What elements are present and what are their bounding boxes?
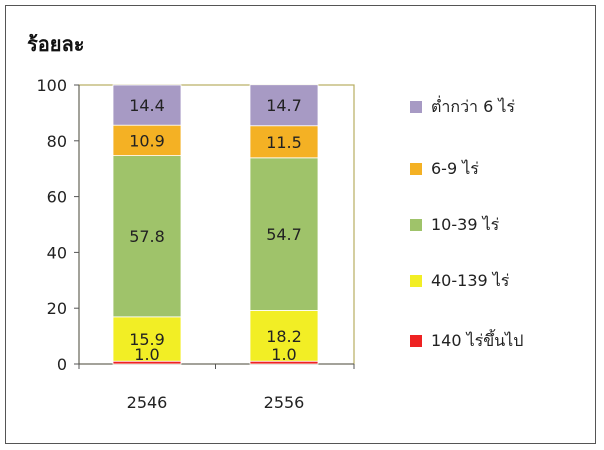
y-tick-label: 100 <box>36 76 67 95</box>
y-tick-label: 80 <box>47 132 67 151</box>
data-label: 14.7 <box>266 96 302 115</box>
y-tick-label: 40 <box>47 243 67 262</box>
bar-segment <box>112 316 182 362</box>
legend-label: 10-39 ไร่ <box>431 214 500 234</box>
legend-swatch <box>410 163 422 175</box>
legend-item: ต่ำกว่า 6 ไร่ <box>410 96 515 118</box>
legend-swatch <box>410 219 422 231</box>
legend-swatch <box>410 275 422 287</box>
bar-segment <box>249 157 319 311</box>
data-label: 1.0 <box>271 345 296 364</box>
bar-segment <box>112 84 182 126</box>
legend-item: 6-9 ไร่ <box>410 158 479 180</box>
legend-swatch <box>410 101 422 113</box>
bar-segment <box>112 124 182 156</box>
data-label: 57.8 <box>129 227 165 246</box>
legend-swatch <box>410 335 422 347</box>
y-tick-label: 20 <box>47 299 67 318</box>
y-tick-label: 0 <box>57 355 67 374</box>
legend-item: 10-39 ไร่ <box>410 214 499 236</box>
legend-label: 140 ไร่ขึ้นไป <box>431 330 524 350</box>
legend-label: ต่ำกว่า 6 ไร่ <box>431 96 516 116</box>
y-tick-label: 60 <box>47 188 67 207</box>
data-label: 54.7 <box>266 225 302 244</box>
bar-segment <box>112 155 182 318</box>
x-tick-label: 2556 <box>264 393 305 412</box>
x-tick-label: 2546 <box>127 393 168 412</box>
data-label: 15.9 <box>129 330 165 349</box>
y-axis-title: ร้อยละ <box>27 32 85 56</box>
data-label: 18.2 <box>266 327 302 346</box>
data-label: 1.0 <box>134 345 159 364</box>
legend-item: 140 ไร่ขึ้นไป <box>410 330 523 352</box>
data-label: 11.5 <box>266 133 302 152</box>
bar-segment <box>249 84 319 127</box>
data-label: 10.9 <box>129 131 165 150</box>
data-label: 14.4 <box>129 96 165 115</box>
bar-segment <box>249 310 319 362</box>
legend-item: 40-139 ไร่ <box>410 270 509 292</box>
legend-label: 40-139 ไร่ <box>431 270 510 290</box>
legend-label: 6-9 ไร่ <box>431 158 479 178</box>
bar-segment <box>249 125 319 159</box>
